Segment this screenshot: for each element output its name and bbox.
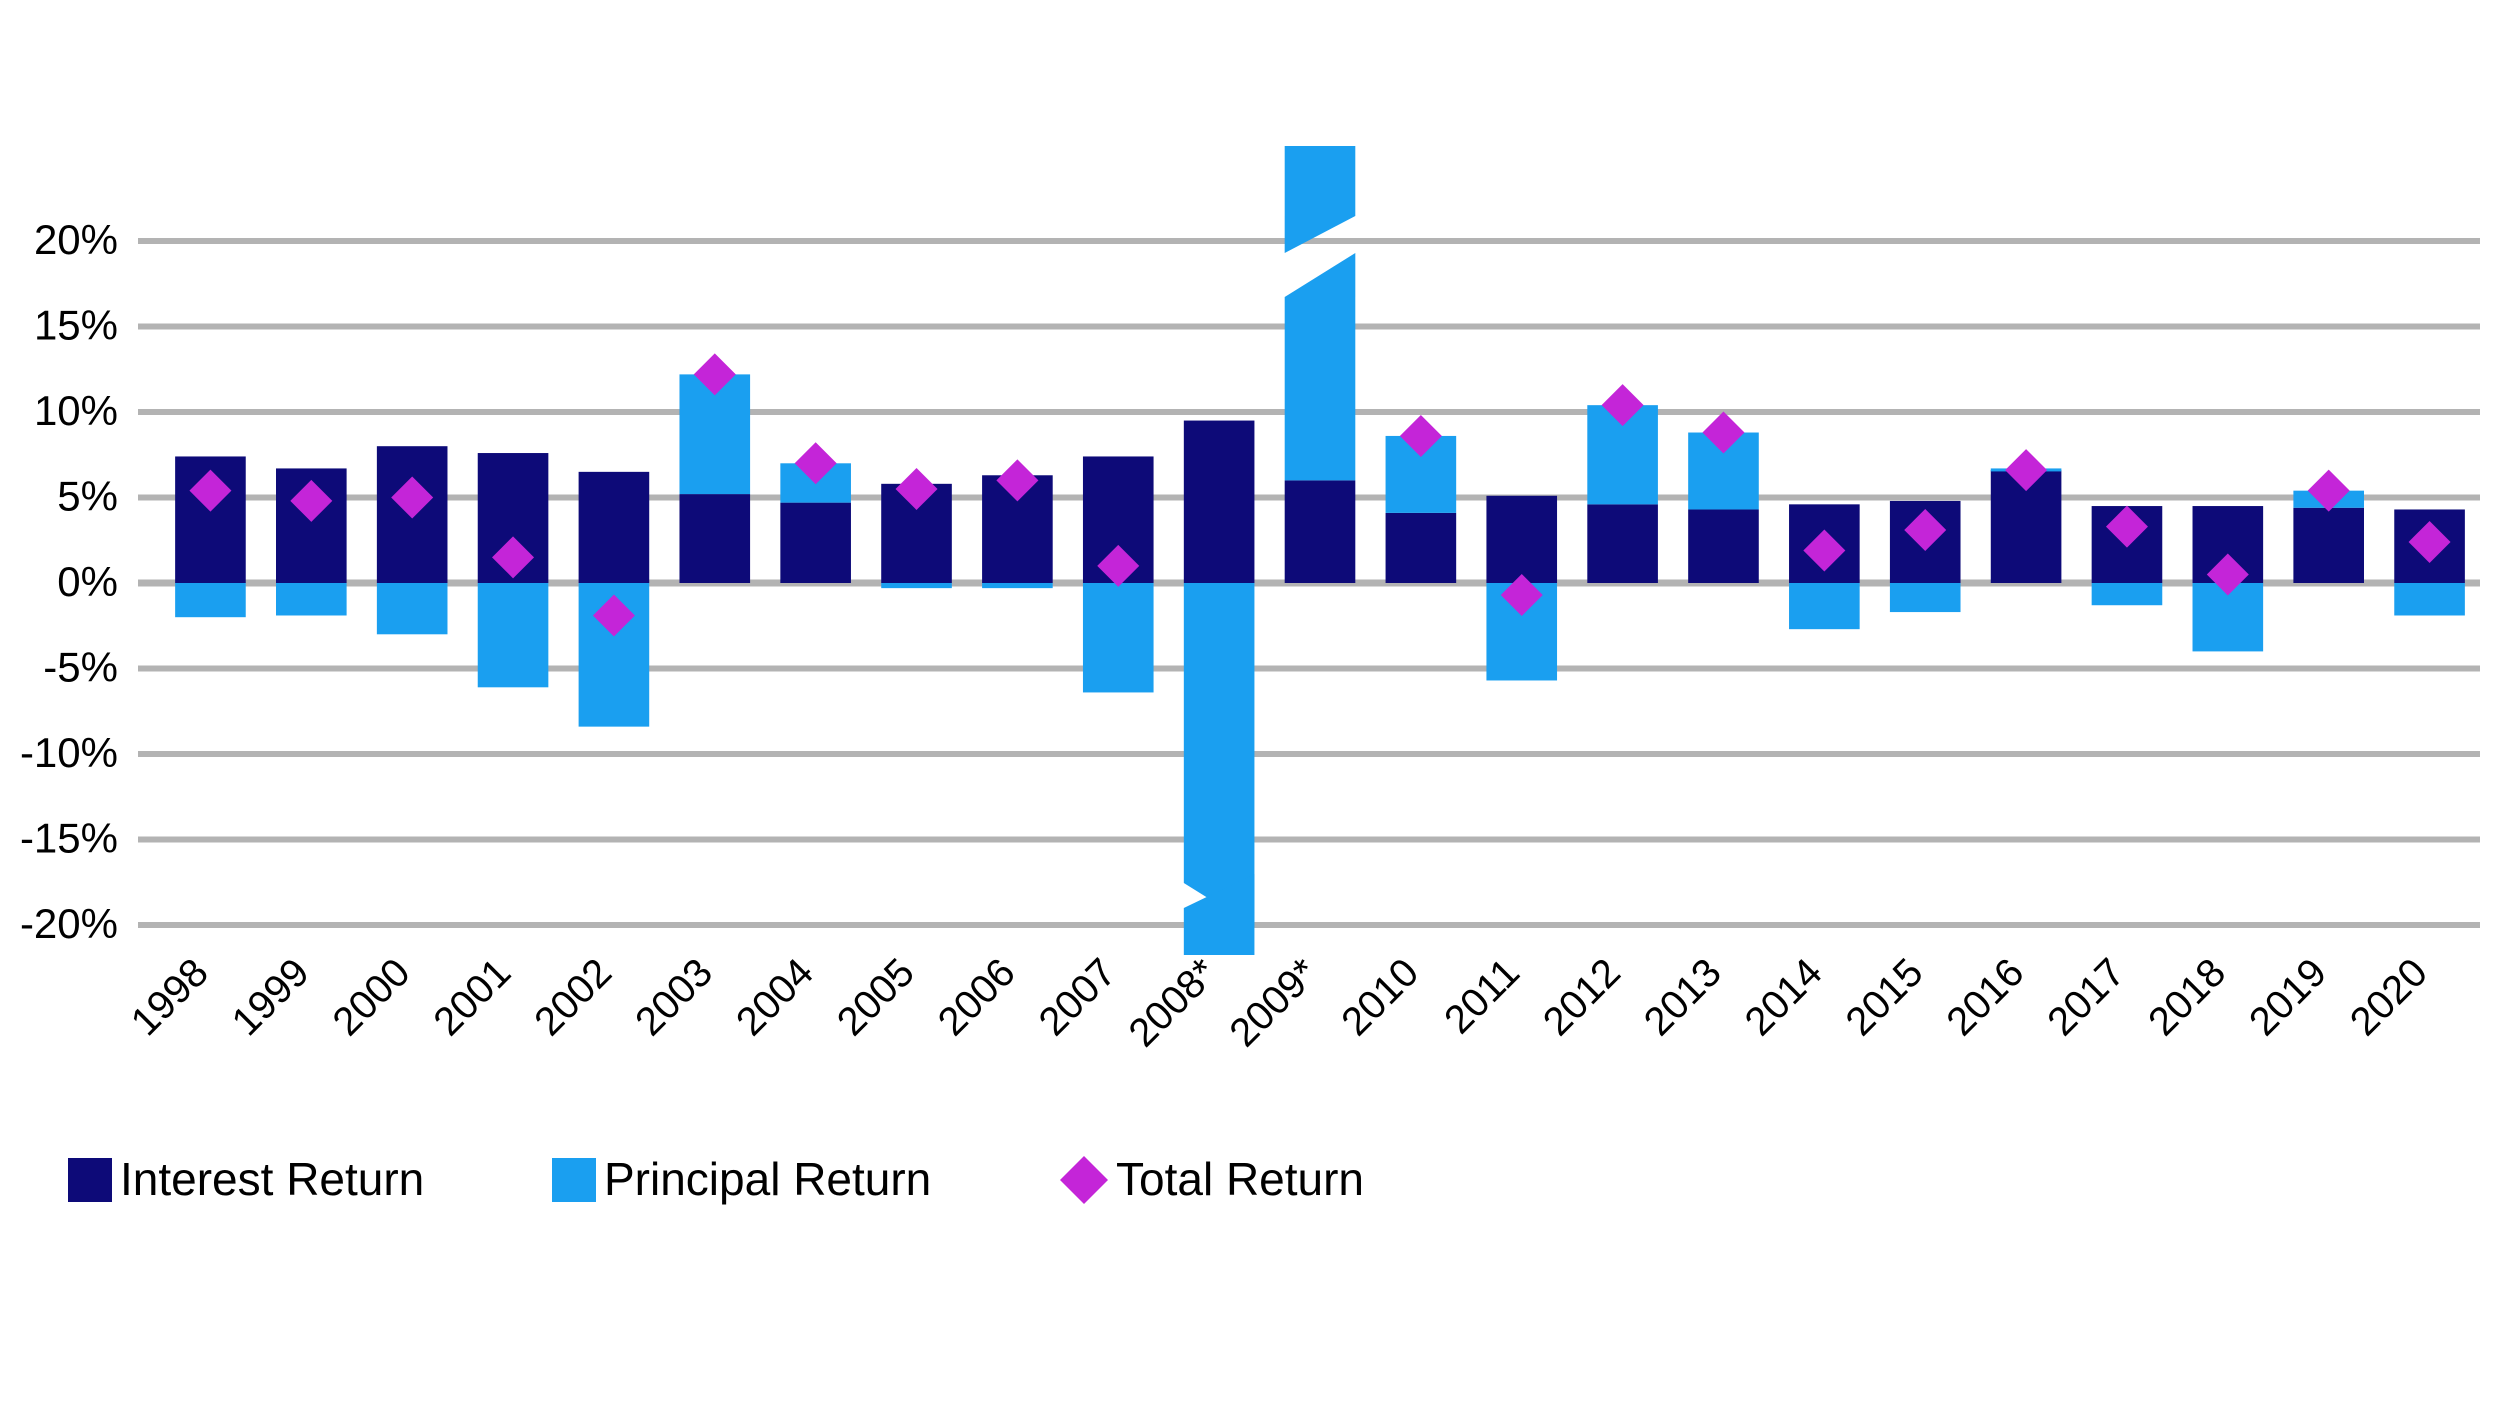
y-axis-tick-label: 15% — [34, 302, 118, 349]
bars-group — [175, 146, 2465, 955]
total-return-marker — [1399, 414, 1442, 457]
bar-principal-return — [477, 583, 549, 688]
total-return-marker — [1500, 573, 1543, 616]
total-return-marker — [1803, 529, 1846, 572]
bar-interest-return — [578, 471, 650, 583]
y-axis-tick-label: -15% — [20, 815, 118, 862]
bar-principal-return-overflow — [1284, 146, 1356, 253]
bar-principal-return — [2091, 583, 2163, 606]
y-axis-tick-label: 0% — [57, 558, 118, 605]
bar-interest-return — [1183, 420, 1255, 583]
total-return-marker — [2307, 469, 2350, 512]
y-axis-tick-label: 20% — [34, 216, 118, 263]
total-return-marker — [1904, 508, 1947, 551]
bar-principal-return — [376, 583, 448, 635]
bar-interest-return — [2293, 507, 2364, 583]
bar-interest-return — [780, 502, 851, 583]
x-axis-tick-label: 2018 — [2140, 950, 2234, 1044]
legend-label: Total Return — [1116, 1153, 1364, 1205]
x-axis-tick-label: 2003 — [627, 950, 721, 1044]
bar-principal-return — [1889, 583, 1961, 613]
x-axis-tick-label: 2019 — [2241, 950, 2335, 1044]
legend-swatch-interest-return — [68, 1158, 112, 1202]
x-axis-tick-label: 2020 — [2342, 950, 2436, 1044]
bar-principal-return — [982, 583, 1053, 589]
x-axis-tick-label: 2000 — [325, 950, 419, 1044]
y-axis-tick-label: -20% — [20, 900, 118, 947]
x-axis-tick-label: 2013 — [1636, 950, 1730, 1044]
x-axis-tick-label: 2012 — [1535, 950, 1629, 1044]
bar-interest-return — [1688, 509, 1759, 583]
bar-principal-return — [881, 583, 952, 589]
x-axis-tick-label: 2014 — [1737, 950, 1831, 1044]
x-axis-tick-label: 2001 — [425, 950, 519, 1044]
y-axis-tick-label: -10% — [20, 729, 118, 776]
bar-principal-return — [1183, 583, 1255, 927]
x-axis-tick-label: 1998 — [123, 950, 217, 1044]
total-return-marker — [2105, 505, 2148, 548]
bar-principal-return — [276, 583, 347, 616]
total-return-marker — [1097, 544, 1140, 587]
bar-interest-return — [679, 494, 751, 583]
total-return-markers — [189, 353, 2451, 637]
legend-swatch-principal-return — [552, 1158, 596, 1202]
total-return-marker — [1702, 411, 1745, 454]
total-return-marker — [996, 459, 1039, 502]
total-return-marker — [794, 442, 837, 485]
bar-principal-return — [1082, 583, 1154, 693]
y-axis-tick-labels: 20% 15% 10% 5% 0% -5% -10% -15% -20% — [20, 216, 118, 947]
x-axis-tick-label: 2007 — [1031, 950, 1125, 1044]
bar-interest-return — [1284, 480, 1356, 583]
x-axis-tick-label: 2008* — [1120, 950, 1225, 1055]
x-axis-tick-label: 2017 — [2039, 950, 2133, 1044]
bar-interest-return — [1385, 512, 1457, 583]
legend-label: Interest Return — [120, 1153, 424, 1205]
total-return-marker — [2408, 520, 2451, 563]
total-return-marker — [391, 476, 434, 519]
bar-principal-return — [175, 583, 246, 618]
x-axis-tick-label: 1999 — [224, 950, 318, 1044]
x-axis-tick-label: 2010 — [1333, 950, 1427, 1044]
chart-legend: Interest Return Principal Return Total Ret… — [68, 1153, 1364, 1205]
total-return-marker — [492, 536, 535, 579]
legend-label: Principal Return — [604, 1153, 931, 1205]
total-return-marker — [895, 467, 938, 510]
total-return-marker — [2206, 553, 2249, 596]
x-axis-tick-label: 2004 — [728, 950, 822, 1044]
x-axis-tick-label: 2002 — [526, 950, 620, 1044]
total-return-marker — [693, 353, 736, 396]
bar-principal-return-overflow — [1183, 874, 1255, 955]
x-axis-tick-labels: 1998 1999 2000 2001 2002 2003 2004 2005 2006 2007… — [123, 950, 2436, 1055]
x-axis-tick-label: 2006 — [930, 950, 1024, 1044]
bar-interest-return — [1486, 495, 1558, 583]
bar-principal-return — [1284, 253, 1356, 481]
total-return-marker — [1601, 384, 1644, 427]
x-axis-tick-label: 2015 — [1838, 950, 1932, 1044]
x-axis-tick-label: 2005 — [829, 950, 923, 1044]
x-axis-tick-label: 2016 — [1938, 950, 2032, 1044]
x-axis-tick-label: 2009* — [1221, 950, 1326, 1055]
total-return-marker — [189, 469, 232, 512]
x-axis-tick-label: 2011 — [1436, 950, 1528, 1042]
y-axis-tick-label: 10% — [34, 387, 118, 434]
y-axis-tick-label: 5% — [57, 473, 118, 520]
bar-principal-return — [2394, 583, 2465, 616]
legend-swatch-total-return — [1060, 1156, 1108, 1204]
total-return-marker — [2005, 449, 2048, 492]
y-axis-tick-label: -5% — [43, 644, 118, 691]
total-return-marker — [592, 594, 635, 637]
bar-interest-return — [1587, 504, 1658, 583]
total-return-marker — [290, 479, 333, 522]
bar-principal-return — [1789, 583, 1860, 630]
